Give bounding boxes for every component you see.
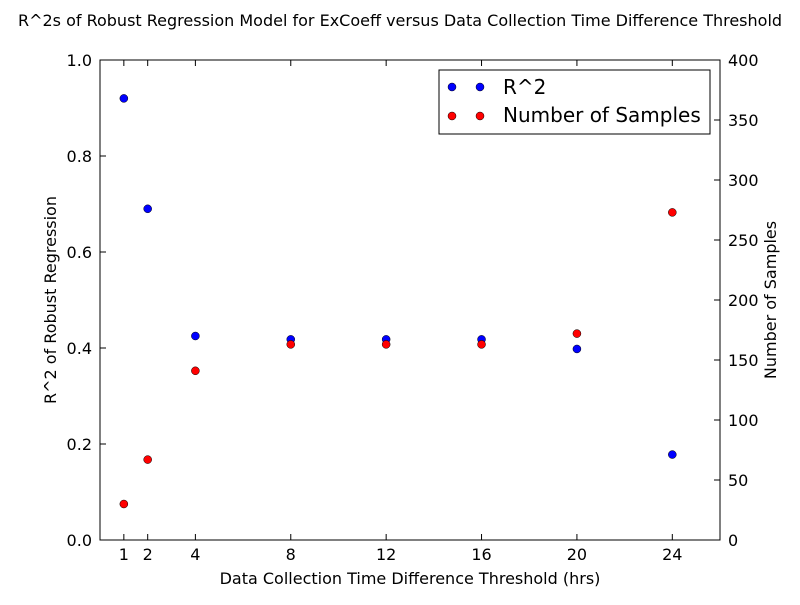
plot-frame	[99, 59, 721, 541]
samples-point	[119, 499, 129, 509]
x-tick-label: 16	[471, 545, 491, 564]
legend-marker-samples-a	[447, 111, 457, 121]
samples-point	[143, 455, 152, 464]
y-right-tick-label: 350	[728, 111, 759, 130]
x-tick-label: 1	[119, 545, 129, 564]
samples-point	[572, 329, 582, 338]
y-right-tick-label: 300	[728, 171, 759, 190]
samples-point	[381, 340, 391, 349]
y-left-tick-label: 0.2	[67, 435, 92, 454]
legend: R^2 Number of Samples	[438, 69, 711, 135]
legend-box	[438, 69, 711, 135]
samples-point	[191, 366, 200, 376]
x-tick-label: 2	[143, 545, 153, 564]
y-right-tick-label: 100	[728, 411, 759, 430]
samples-point	[477, 340, 486, 349]
y-left-tick-label: 0.0	[67, 531, 92, 550]
y-right-tick-label: 250	[728, 231, 759, 250]
y-right-tick-label: 150	[728, 351, 759, 370]
legend-label-r2: R^2	[503, 75, 546, 99]
y-left-tick-label: 0.4	[67, 339, 92, 358]
x-tick-label: 4	[190, 545, 200, 564]
y-axis-left-label: R^2 of Robust Regression	[41, 196, 60, 404]
r2-point	[143, 204, 152, 214]
x-tick-label: 12	[376, 545, 396, 564]
r2-point	[668, 450, 677, 459]
y-right-tick-label: 200	[728, 291, 759, 310]
r2-point	[191, 331, 200, 341]
y-right-tick-label: 50	[728, 471, 748, 490]
samples-point	[286, 340, 296, 349]
y-right-tick-label: 400	[728, 51, 759, 70]
samples-point	[668, 208, 677, 217]
y-right-tick-label: 0	[728, 531, 738, 550]
axis-ticks: 1 2 4 8 12 16 20 240.00.20.40.60.81.00501001502…	[67, 51, 759, 564]
r2-point	[572, 344, 582, 354]
data-points	[119, 94, 677, 509]
x-tick-label: 20	[567, 545, 587, 564]
chart-title: R^2s of Robust Regression Model for ExCo…	[18, 11, 782, 30]
y-left-tick-label: 0.6	[67, 243, 92, 262]
y-left-tick-label: 1.0	[67, 51, 92, 70]
y-left-tick-label: 0.8	[67, 147, 92, 166]
legend-marker-r2-a	[447, 82, 457, 92]
legend-marker-samples-b	[475, 111, 485, 121]
r2-point	[119, 94, 129, 103]
y-axis-right-label: Number of Samples	[761, 221, 780, 379]
legend-marker-r2-b	[475, 82, 485, 92]
legend-label-samples: Number of Samples	[503, 103, 701, 127]
x-tick-label: 8	[286, 545, 296, 564]
x-tick-label: 24	[662, 545, 682, 564]
x-axis-label: Data Collection Time Difference Threshol…	[220, 569, 601, 588]
